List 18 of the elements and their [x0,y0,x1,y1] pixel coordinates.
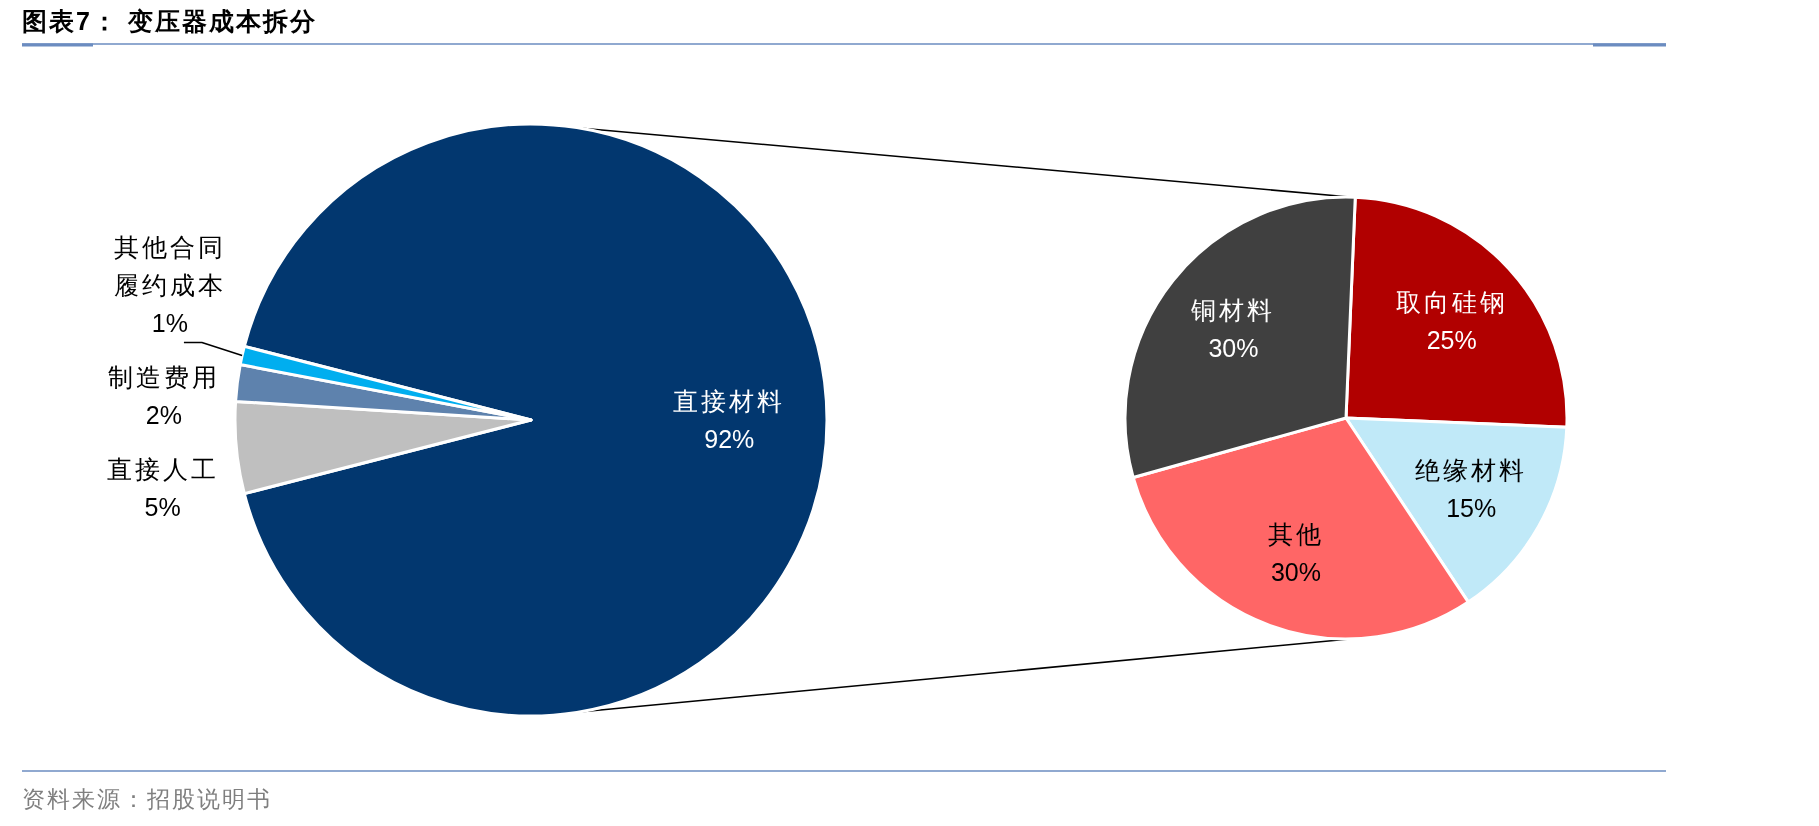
slice-label: 铜材料 [1190,295,1276,324]
chart-title: 图表7： 变压器成本拆分 [22,7,317,35]
data-label: 92% [704,425,755,453]
data-label: 5% [144,492,181,521]
data-label: 15% [1446,493,1497,522]
slice-label: 取向硅钢 [1395,287,1508,316]
slice-label: 直接人工 [106,454,219,483]
data-label: 30% [1270,557,1321,586]
slice-label: 直接材料 [673,387,786,415]
data-label: 1% [151,308,188,337]
slice-label: 其他合同履约成本 [113,232,226,299]
data-label: 25% [1426,325,1477,354]
data-label: 30% [1208,333,1259,362]
slice-label: 制造费用 [107,362,220,391]
slice-label: 绝缘材料 [1415,455,1528,484]
slice-label: 其他 [1267,519,1324,548]
text: 资料来源：招股说明书 [22,786,272,812]
data-label: 2% [145,400,182,429]
